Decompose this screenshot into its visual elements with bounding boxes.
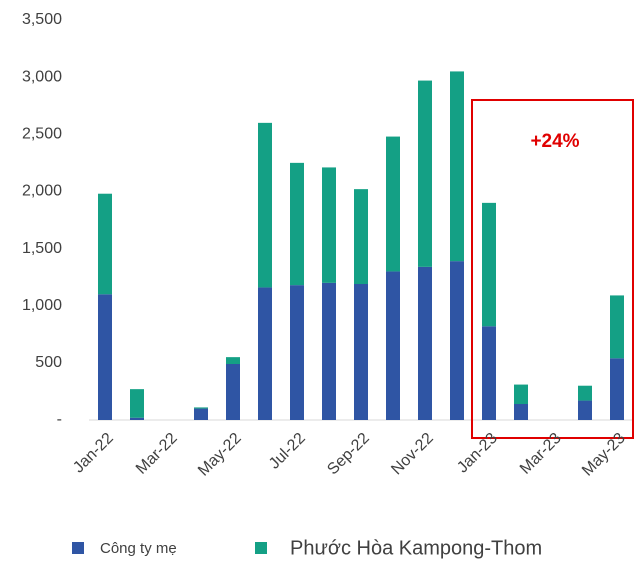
x-tick-label: Jan-23 [454,430,501,477]
bar-segment [98,294,112,420]
bar-segment [578,400,592,420]
y-tick-label: - [57,411,62,428]
bar-segment [322,282,336,420]
y-tick-label: 3,500 [22,11,62,28]
bar-segment [322,167,336,283]
bar-segment [482,326,496,420]
y-tick-label: 1,000 [22,297,62,314]
bar-segment [418,266,432,420]
legend-label: Công ty mẹ [100,540,177,557]
x-tick-label: Mar-23 [517,430,565,478]
bar-segment [194,408,208,420]
bar-segment [226,357,240,364]
bar-segment [482,202,496,327]
bar-segment [610,358,624,420]
bar-segment [450,71,464,262]
bar-segment [450,261,464,420]
bar-segment [578,385,592,401]
legend-swatch [72,542,84,554]
legend-swatch [255,542,267,554]
highlight-box [471,99,634,439]
x-tick-label: Mar-22 [133,430,181,478]
bar-segment [98,193,112,295]
bar-segment [130,389,144,418]
y-tick-label: 2,000 [22,183,62,200]
y-tick-label: 2,500 [22,126,62,143]
bar-segment [386,271,400,420]
bar-segment [290,285,304,420]
bar-segment [258,287,272,420]
bar-segment [418,80,432,267]
bar-segment [290,162,304,286]
bar-segment [258,122,272,288]
x-tick-label: May-22 [195,430,245,480]
y-tick-label: 500 [35,354,62,371]
bar-segment [194,407,208,409]
legend-label: Phước Hòa Kampong-Thom [290,537,542,559]
bar-segment [354,284,368,420]
x-tick-label: Sep-22 [324,430,373,479]
annotation: +24% [530,131,579,152]
bar-segment [610,295,624,359]
x-tick-label: Jan-22 [70,430,117,477]
y-tick-label: 3,000 [22,68,62,85]
x-tick-label: Nov-22 [388,430,437,479]
bar-segment [386,136,400,272]
bar-segment [514,404,528,420]
bar-segment [130,417,144,420]
bar-segment [226,364,240,420]
bar-segment [354,189,368,284]
y-tick-label: 1,500 [22,240,62,257]
x-tick-label: Jul-22 [266,430,309,473]
bar-segment [514,384,528,404]
